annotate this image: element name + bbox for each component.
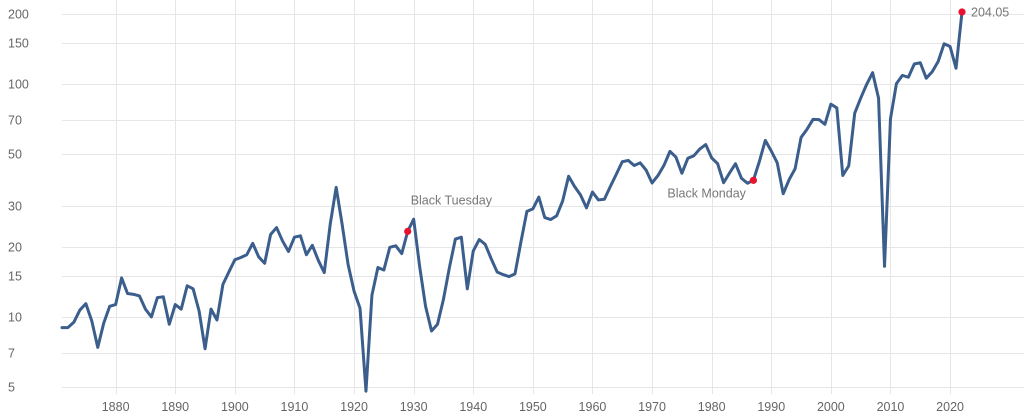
x-gridlines [116, 0, 951, 394]
y-tick-label: 7 [8, 346, 15, 360]
y-tick-label: 20 [8, 240, 22, 254]
x-tick-label: 1890 [161, 400, 189, 414]
y-tick-label: 50 [8, 148, 22, 162]
x-tick-label: 1910 [281, 400, 309, 414]
y-tick-label: 15 [8, 269, 22, 283]
y-axis-tick-labels: 5 7 10 15 20 30 50 70 100 150 200 [8, 8, 29, 395]
x-tick-label: 1900 [221, 400, 249, 414]
x-tick-label: 1990 [757, 400, 785, 414]
x-tick-label: 1960 [579, 400, 607, 414]
x-tick-label: 2010 [877, 400, 905, 414]
series-line [60, 10, 964, 393]
last-value-marker [958, 8, 966, 16]
last-value-label: 204.05 [971, 5, 1009, 19]
black-tuesday-marker [404, 227, 412, 235]
y-tick-label: 70 [8, 114, 22, 128]
black-tuesday-label: Black Tuesday [411, 193, 493, 207]
x-tick-label: 2020 [936, 400, 964, 414]
annotation-markers [404, 8, 966, 235]
y-tick-label: 5 [8, 381, 15, 395]
x-tick-label: 1940 [459, 400, 487, 414]
black-monday-marker [749, 176, 757, 184]
x-tick-label: 1980 [698, 400, 726, 414]
y-tick-label: 100 [8, 78, 29, 92]
x-tick-label: 1880 [102, 400, 130, 414]
x-tick-label: 2000 [817, 400, 845, 414]
annotation-labels: Black Tuesday Black Monday 204.05 [411, 5, 1010, 207]
x-tick-label: 1920 [340, 400, 368, 414]
x-tick-label: 1950 [519, 400, 547, 414]
x-tick-label: 1930 [400, 400, 428, 414]
x-axis-tick-labels: 1880 1890 1900 1910 1920 1930 1940 1950 1960 1970… [102, 400, 964, 414]
y-gridlines [62, 14, 1024, 388]
y-tick-label: 200 [8, 8, 29, 22]
y-tick-label: 150 [8, 37, 29, 51]
black-monday-label: Black Monday [667, 186, 746, 200]
y-tick-label: 10 [8, 310, 22, 324]
x-tick-label: 1970 [638, 400, 666, 414]
y-tick-label: 30 [8, 199, 22, 213]
